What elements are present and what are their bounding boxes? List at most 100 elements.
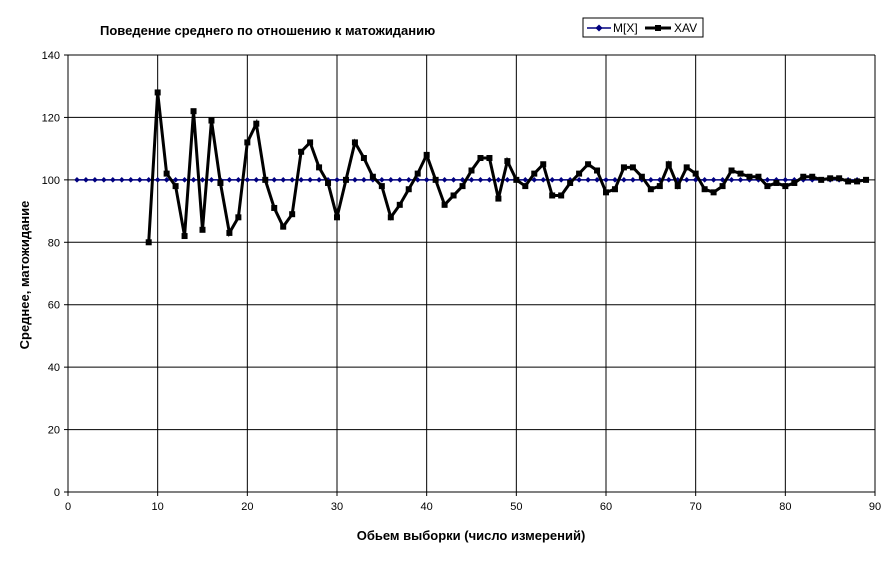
data-point-mx [298,177,304,183]
data-point-xav [782,183,789,190]
data-point-xav [692,170,699,177]
data-point-xav [280,223,287,230]
x-axis-label: Обьем выборки (число измерений) [357,528,586,543]
data-point-mx [594,177,600,183]
data-point-xav [190,108,197,115]
data-point-mx [244,177,251,183]
data-point-mx [665,177,672,183]
data-point-mx [612,177,618,183]
data-point-xav [836,175,843,182]
x-tick-label: 90 [869,501,881,513]
data-point-mx [92,177,98,183]
data-point-xav [307,139,314,146]
data-point-mx [316,177,322,183]
x-tick-label: 40 [421,501,433,513]
data-point-xav [773,179,780,186]
data-point-mx [764,177,771,183]
data-point-mx [441,177,448,183]
x-tick-label: 50 [510,501,522,513]
data-point-xav [638,173,645,180]
y-tick-label: 20 [48,425,60,437]
data-point-xav [710,189,717,196]
data-point-mx [423,177,430,183]
data-point-mx [405,177,412,183]
data-point-mx [585,177,591,183]
data-point-xav [414,170,421,177]
data-point-xav [298,148,305,155]
data-point-mx [522,177,529,183]
data-point-xav [235,214,242,221]
data-point-xav [217,179,224,186]
data-point-xav [558,192,565,199]
data-point-xav [172,183,179,190]
legend-marker-xav-icon [655,25,661,31]
data-point-xav [154,89,161,96]
y-tick-label: 100 [42,175,60,187]
legend-box [582,17,704,38]
data-point-xav [396,201,403,208]
data-point-xav [737,170,744,177]
data-point-xav [656,183,663,190]
legend-marker-mx-icon [595,24,603,32]
data-point-mx [396,177,403,183]
data-point-mx [110,177,116,183]
data-point-mx [307,177,313,183]
data-point-mx [683,177,690,183]
data-point-xav [755,173,762,180]
data-point-mx [280,177,286,183]
data-point-mx [127,177,134,183]
data-point-xav [163,170,170,177]
data-point-xav [791,179,798,186]
data-point-mx [701,177,708,183]
data-point-mx [549,177,555,183]
data-point-xav [432,176,439,183]
data-point-xav [522,183,529,190]
plot-area: 0 20 40 60 80 100 120 140 0 10 20 30 40 50 60 70 80 90 [42,50,881,513]
data-point-xav [701,186,708,193]
data-point-mx [414,177,421,183]
data-point-mx [450,177,457,183]
data-point-xav [316,164,323,171]
data-point-xav [181,233,188,240]
data-point-mx [253,177,260,183]
data-point-xav [818,176,825,183]
data-point-mx [145,177,152,183]
legend-label-mx: M[X] [613,21,638,35]
data-point-xav [387,214,394,221]
data-point-mx [271,177,278,183]
data-point-xav [746,173,753,180]
data-point-mx [172,177,179,183]
data-point-xav [253,120,260,127]
data-point-mx [459,177,466,183]
data-point-mx [504,177,511,183]
data-point-mx [119,177,125,183]
y-tick-label: 0 [54,487,60,499]
data-point-mx [352,177,358,183]
data-point-mx [334,177,340,183]
data-point-mx [648,177,654,183]
data-point-xav [441,201,448,208]
data-point-xav [495,195,502,202]
chart-title: Поведение среднего по отношению к матожи… [100,23,435,38]
data-point-xav [674,183,681,190]
data-point-xav [325,179,332,186]
data-point-mx [74,177,80,183]
data-point-xav [594,167,601,174]
data-point-xav [531,170,538,177]
data-point-xav [647,186,654,193]
y-axis-label: Среднее, матожидание [17,201,32,350]
data-point-xav [351,139,358,146]
data-point-xav [800,173,807,180]
data-point-xav [208,117,215,124]
data-point-xav [369,173,376,180]
data-point-xav [405,186,412,193]
data-point-xav [199,226,206,233]
data-point-mx [388,177,394,183]
data-point-xav [854,178,861,185]
data-point-xav [827,175,834,182]
data-point-xav [459,183,466,190]
y-tick-label: 120 [42,112,60,124]
y-tick-label: 60 [48,300,60,312]
data-point-mx [361,177,367,183]
